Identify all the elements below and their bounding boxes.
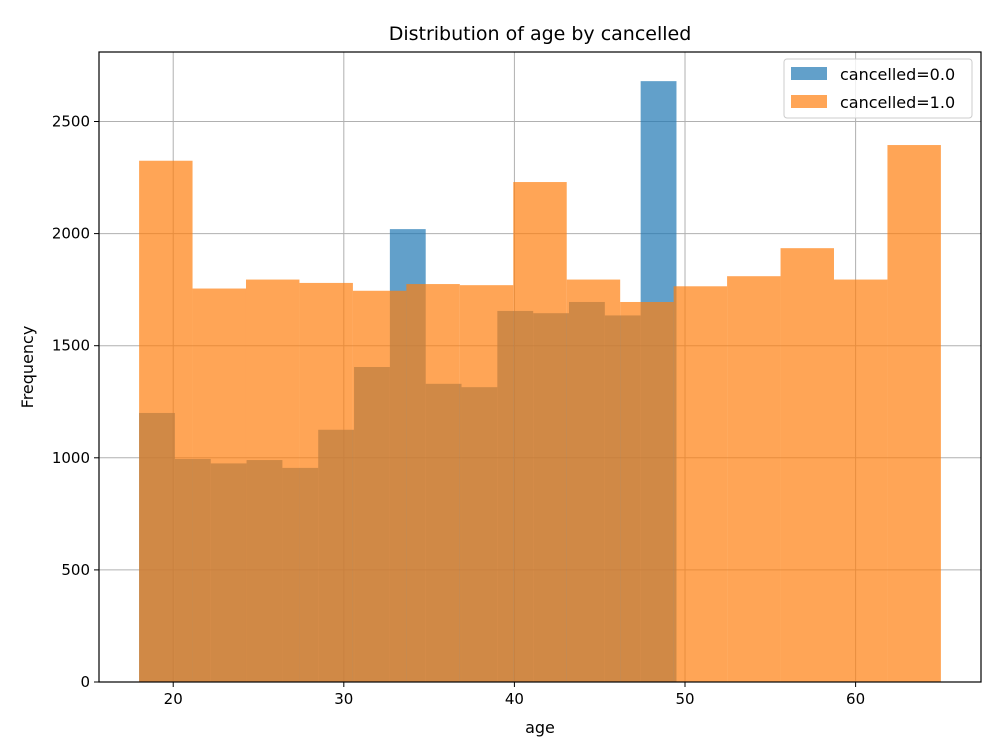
histogram-bar — [727, 276, 781, 682]
x-tick-label: 40 — [505, 690, 524, 708]
y-tick-label: 0 — [80, 673, 90, 691]
x-tick-label: 20 — [164, 690, 183, 708]
legend-swatch-cancelled-0 — [791, 67, 827, 80]
histogram-bar — [566, 279, 621, 682]
plot-frame — [98, 51, 982, 683]
histogram-bar — [139, 160, 193, 683]
series-1-bars — [139, 145, 941, 683]
legend-swatch-cancelled-1 — [791, 95, 827, 108]
histogram-bars — [139, 81, 941, 683]
y-axis-label: Frequency — [18, 326, 37, 409]
histogram-bar — [245, 279, 300, 682]
histogram-bar — [192, 288, 246, 682]
x-axis-label: age — [525, 718, 555, 737]
y-tick-label: 1500 — [52, 337, 90, 355]
histogram-bar — [887, 145, 941, 682]
x-tick-label: 50 — [675, 690, 694, 708]
histogram-bar — [620, 301, 674, 682]
x-tick-label: 30 — [334, 690, 353, 708]
x-tick-label: 60 — [846, 690, 865, 708]
y-tick-label: 500 — [61, 561, 90, 579]
y-tick-label: 2000 — [52, 225, 90, 243]
histogram-bar — [406, 284, 460, 682]
histogram-bar — [513, 182, 567, 682]
y-tick-label: 2500 — [52, 113, 90, 131]
histogram-bar — [673, 286, 728, 682]
histogram-bar — [352, 290, 407, 682]
legend-box — [783, 58, 973, 119]
chart-title: Distribution of age by cancelled — [389, 23, 692, 45]
y-tick-label: 1000 — [52, 449, 90, 467]
histogram-bar — [299, 282, 353, 682]
legend-label-cancelled-0: cancelled=0.0 — [840, 65, 955, 84]
histogram-bar — [459, 285, 514, 682]
legend-label-cancelled-1: cancelled=1.0 — [840, 93, 955, 112]
legend: cancelled=0.0 cancelled=1.0 — [783, 58, 973, 119]
axis-ticks: 20 30 40 50 60 0 500 1000 1500 2000 2500 — [52, 113, 865, 708]
histogram-bar — [833, 279, 888, 682]
histogram-bar — [780, 248, 834, 682]
